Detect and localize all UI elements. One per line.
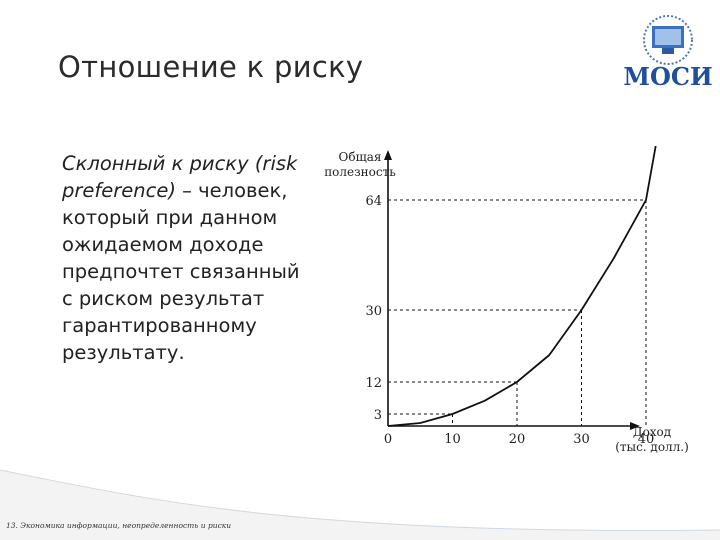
mosi-logo: МОСИ: [622, 10, 714, 91]
logo-text: МОСИ: [623, 62, 713, 91]
slide-title: Отношение к риску: [58, 50, 364, 84]
utility-curve: [387, 145, 657, 427]
decorative-wave: [0, 469, 720, 540]
y-tick-label: 30: [365, 304, 382, 319]
y-tick-label: 12: [365, 376, 382, 391]
x-tick-label: 30: [573, 432, 590, 447]
x-tick-label: 10: [444, 432, 461, 447]
x-tick-label: 20: [509, 432, 526, 447]
y-tick-label: 64: [365, 194, 382, 209]
y-tick-label: 3: [374, 408, 382, 423]
definition-body: – человек, который при данном ожидаемом …: [62, 179, 300, 364]
y-axis-label: полезность: [324, 165, 396, 179]
x-axis-arrow: [630, 422, 640, 430]
y-axis-label: Общая: [339, 150, 382, 164]
x-tick-label: 0: [384, 432, 392, 447]
x-axis-label: (тыс. долл.): [615, 440, 689, 454]
definition-text: Склонный к риску (risk preference) – чел…: [62, 150, 302, 366]
definition-term: Склонный к риску (risk preference): [62, 152, 298, 202]
x-axis-label: Доход: [633, 425, 671, 439]
x-tick-label: 40: [638, 432, 655, 447]
logo-emblem: [643, 15, 693, 65]
y-axis-arrow: [384, 150, 392, 160]
footer-text: 13. Экономика информации, неопределеннос…: [6, 521, 232, 530]
